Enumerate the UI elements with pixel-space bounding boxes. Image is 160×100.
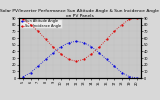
Sun Altitude Angle xyxy=(106,59,108,60)
Sun Altitude Angle xyxy=(30,72,32,73)
Sun Incidence Angle xyxy=(37,31,39,32)
Sun Incidence Angle xyxy=(60,53,62,55)
Sun Altitude Angle xyxy=(52,52,54,53)
Sun Altitude Angle xyxy=(83,42,85,43)
Sun Altitude Angle xyxy=(22,76,24,77)
Sun Incidence Angle xyxy=(45,39,47,40)
Sun Incidence Angle xyxy=(128,19,130,20)
Sun Altitude Angle xyxy=(60,46,62,47)
Sun Incidence Angle xyxy=(52,47,54,48)
Sun Altitude Angle xyxy=(121,72,123,73)
Sun Incidence Angle xyxy=(75,61,77,62)
Sun Incidence Angle xyxy=(98,47,100,48)
Line: Sun Incidence Angle: Sun Incidence Angle xyxy=(22,17,138,62)
Sun Incidence Angle xyxy=(30,24,32,25)
Sun Altitude Angle xyxy=(90,46,92,47)
Sun Incidence Angle xyxy=(136,17,138,19)
Sun Incidence Angle xyxy=(106,39,108,40)
Title: Solar PV/Inverter Performance Sun Altitude Angle & Sun Incidence Angle on PV Pan: Solar PV/Inverter Performance Sun Altitu… xyxy=(0,9,160,18)
Sun Altitude Angle xyxy=(68,42,70,43)
Sun Altitude Angle xyxy=(113,65,115,67)
Sun Incidence Angle xyxy=(22,19,24,20)
Sun Altitude Angle xyxy=(136,77,138,79)
Line: Sun Altitude Angle: Sun Altitude Angle xyxy=(22,40,138,79)
Sun Incidence Angle xyxy=(113,31,115,32)
Sun Altitude Angle xyxy=(37,65,39,67)
Sun Altitude Angle xyxy=(45,59,47,60)
Sun Altitude Angle xyxy=(98,52,100,53)
Sun Altitude Angle xyxy=(75,41,77,42)
Sun Incidence Angle xyxy=(90,53,92,55)
Sun Incidence Angle xyxy=(68,59,70,60)
Legend: Sun Altitude Angle, Sun Incidence Angle: Sun Altitude Angle, Sun Incidence Angle xyxy=(20,19,62,28)
Sun Incidence Angle xyxy=(121,24,123,25)
Sun Altitude Angle xyxy=(128,76,130,77)
Sun Incidence Angle xyxy=(83,59,85,60)
